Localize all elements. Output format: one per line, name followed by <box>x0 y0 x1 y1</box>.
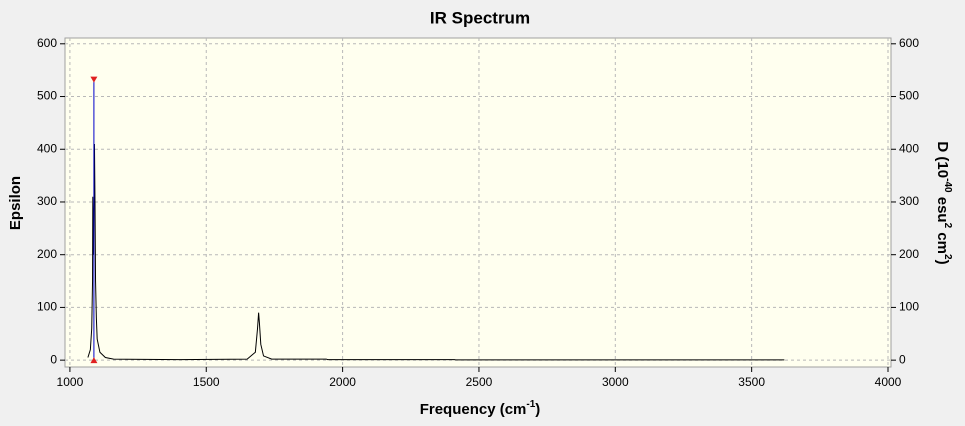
y2-axis-label: D (10-40 esu2 cm2) <box>934 141 953 264</box>
x-tick-label: 3500 <box>738 375 765 389</box>
plot-area <box>64 37 892 368</box>
y2-tick-label: 400 <box>899 141 919 155</box>
x-tick-label: 1000 <box>57 375 84 389</box>
label-part: -1 <box>526 399 535 410</box>
y-tick-label: 300 <box>37 194 57 208</box>
label-part: esu <box>934 193 951 223</box>
y2-tick-label: 500 <box>899 89 919 103</box>
stick-marker-bottom <box>90 357 98 364</box>
y-tick-label: 500 <box>37 89 57 103</box>
label-part: ) <box>934 260 951 265</box>
label-part: -40 <box>942 178 953 193</box>
y2-tick-label: 200 <box>899 247 919 261</box>
y-axis-label: Epsilon <box>7 176 24 230</box>
x-tick-label: 3000 <box>602 375 629 389</box>
label-part: cm <box>934 228 951 254</box>
spectrum-line <box>87 143 785 361</box>
y-tick-label: 200 <box>37 247 57 261</box>
y2-tick-label: 600 <box>899 36 919 50</box>
label-part: ) <box>535 401 540 418</box>
x-tick-label: 2000 <box>329 375 356 389</box>
x-tick-label: 4000 <box>875 375 902 389</box>
y2-tick-label: 300 <box>899 194 919 208</box>
y-tick-label: 600 <box>37 36 57 50</box>
x-axis-label: Frequency (cm-1) <box>420 399 541 418</box>
label-part: D (10 <box>934 141 951 178</box>
y2-tick-label: 0 <box>899 352 906 366</box>
chart-title: IR Spectrum <box>430 8 530 27</box>
stick-marker-top <box>90 76 98 83</box>
x-tick-label: 2500 <box>466 375 493 389</box>
x-tick-label: 1500 <box>193 375 220 389</box>
label-part: 2 <box>942 223 953 229</box>
y-tick-label: 400 <box>37 141 57 155</box>
label-part: Frequency (cm <box>420 401 527 418</box>
y-tick-label: 0 <box>50 352 57 366</box>
y2-tick-label: 100 <box>899 300 919 314</box>
label-part: 2 <box>942 254 953 260</box>
y-tick-label: 100 <box>37 300 57 314</box>
